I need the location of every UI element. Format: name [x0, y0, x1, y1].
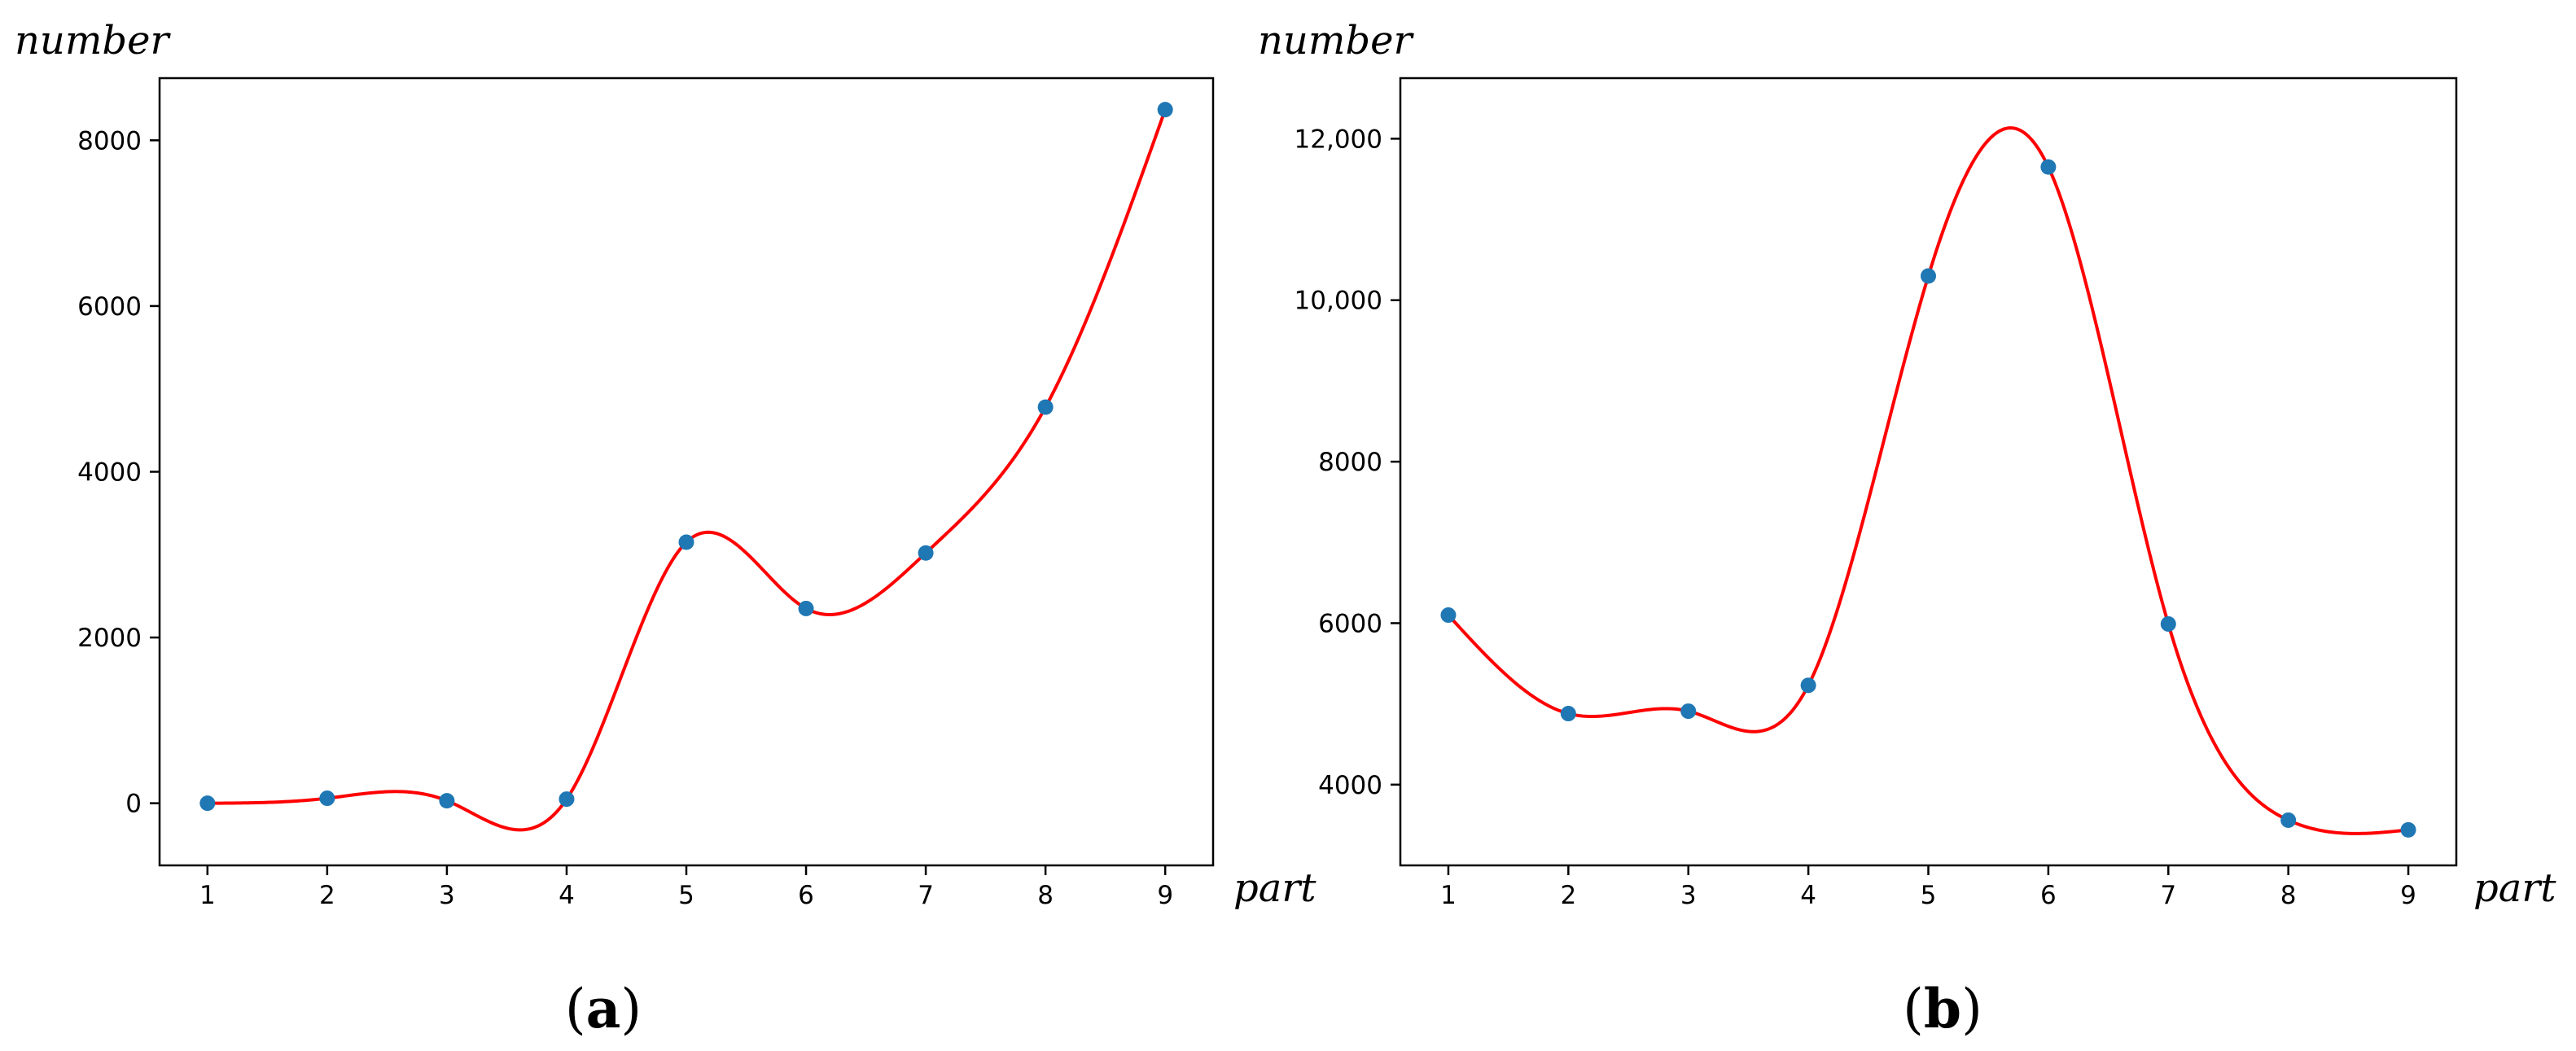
x-tick-label-b: 8 — [2280, 881, 2297, 910]
y-tick-label-a: 4000 — [77, 458, 142, 488]
data-point-b — [1921, 268, 1936, 284]
y-tick-label-a: 0 — [125, 790, 142, 819]
y-tick-label-a: 6000 — [77, 292, 142, 322]
x-tick-label-b: 3 — [1680, 881, 1697, 910]
x-tick-label-a: 7 — [918, 881, 934, 910]
y-tick-label-b: 4000 — [1318, 771, 1382, 800]
data-point-a — [439, 793, 455, 809]
chart-panel-b: 1 2 3 4 5 6 7 8 9 4000 6000 8000 10,000 12,000 number… — [1258, 18, 2556, 1040]
y-axis-label-b: number — [1258, 18, 1414, 63]
data-point-a — [918, 545, 934, 561]
data-point-b — [2280, 812, 2297, 828]
x-tick-label-b: 9 — [2400, 881, 2416, 910]
data-point-b — [2160, 615, 2176, 632]
x-tick-label-a: 2 — [319, 881, 335, 910]
data-point-a — [798, 600, 814, 616]
x-tick-label-a: 8 — [1037, 881, 1054, 910]
plot-area-a: 1 2 3 4 5 6 7 8 9 0 2000 4000 6000 8000 — [77, 77, 1215, 910]
x-tick-label-b: 1 — [1440, 881, 1457, 910]
panel-label-a: (a) — [565, 977, 642, 1040]
x-tick-label-a: 4 — [559, 881, 575, 910]
data-point-a — [1157, 102, 1173, 118]
x-tick-label-a: 5 — [678, 881, 694, 910]
x-tick-label-a: 3 — [439, 881, 455, 910]
data-point-b — [2040, 159, 2057, 175]
data-point-a — [559, 791, 575, 808]
y-tick-label-b: 12,000 — [1295, 125, 1382, 154]
x-tick-label-a: 6 — [798, 881, 814, 910]
x-tick-label-b: 4 — [1800, 881, 1816, 910]
data-point-b — [1560, 706, 1576, 722]
plot-area-b: 1 2 3 4 5 6 7 8 9 4000 6000 8000 10,000 12,000 — [1295, 77, 2458, 910]
x-tick-label-a: 9 — [1157, 881, 1173, 910]
data-point-a — [319, 790, 335, 807]
data-point-a — [199, 795, 216, 812]
chart-panel-a: 1 2 3 4 5 6 7 8 9 0 2000 4000 6000 8000 number part (… — [15, 18, 1316, 1040]
data-point-b — [2400, 821, 2416, 838]
x-tick-label-b: 6 — [2040, 881, 2057, 910]
y-tick-label-b: 8000 — [1318, 448, 1382, 477]
data-point-b — [1440, 607, 1457, 624]
x-tick-label-a: 1 — [199, 881, 216, 910]
x-axis-label-b: part — [2473, 865, 2556, 911]
panel-label-b: (b) — [1903, 977, 1982, 1040]
x-tick-label-b: 5 — [1921, 881, 1937, 910]
y-tick-label-a: 2000 — [77, 624, 142, 653]
data-point-b — [1680, 703, 1697, 720]
data-point-a — [678, 534, 694, 550]
x-axis-label-a: part — [1233, 865, 1316, 911]
y-tick-label-b: 6000 — [1318, 609, 1382, 638]
y-tick-label-a: 8000 — [77, 126, 142, 155]
data-point-b — [1800, 677, 1816, 694]
data-point-a — [1037, 399, 1054, 415]
y-axis-label-a: number — [15, 18, 171, 63]
x-tick-label-b: 7 — [2160, 881, 2176, 910]
x-tick-label-b: 2 — [1560, 881, 1576, 910]
y-tick-label-b: 10,000 — [1295, 287, 1382, 316]
